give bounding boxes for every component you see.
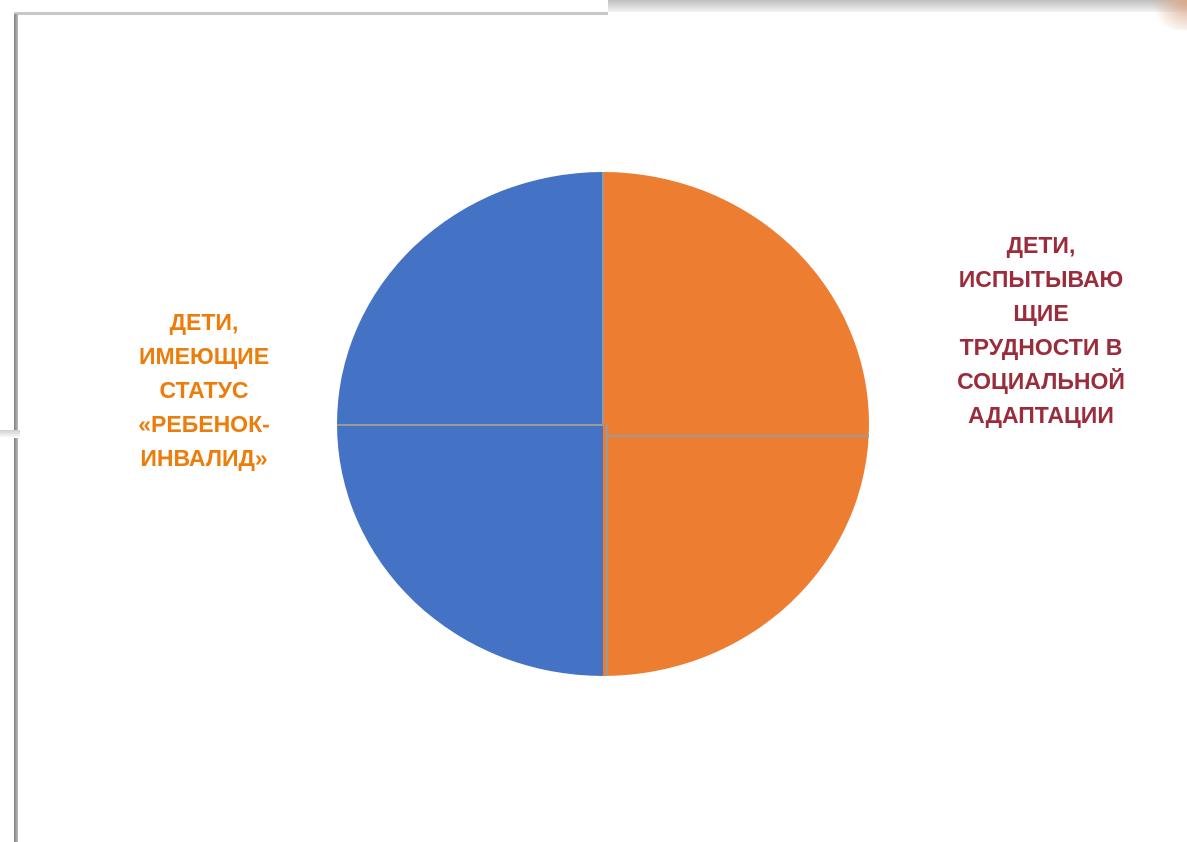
pie-slice-1-b	[337, 172, 603, 424]
slide-top-edge	[608, 0, 1187, 12]
slide-top-border	[14, 12, 608, 15]
slide-left-notch	[0, 430, 20, 438]
slide-left-border	[14, 14, 18, 842]
pie-slice-1-a	[337, 424, 603, 676]
slide-corner-glow	[1147, 0, 1187, 30]
pie-dividers	[337, 172, 869, 676]
pie-slices	[337, 172, 869, 676]
pie-slice-0-b	[603, 424, 869, 676]
slice-label-disabled-child: ДЕТИ, ИМЕЮЩИЕ СТАТУС «РЕБЕНОК- ИНВАЛИД»	[138, 309, 270, 471]
pie-slice-0-a	[603, 172, 869, 424]
slice-label-social-adaptation: ДЕТИ, ИСПЫТЫВАЮ ЩИЕ ТРУДНОСТИ В СОЦИАЛЬН…	[957, 232, 1125, 428]
